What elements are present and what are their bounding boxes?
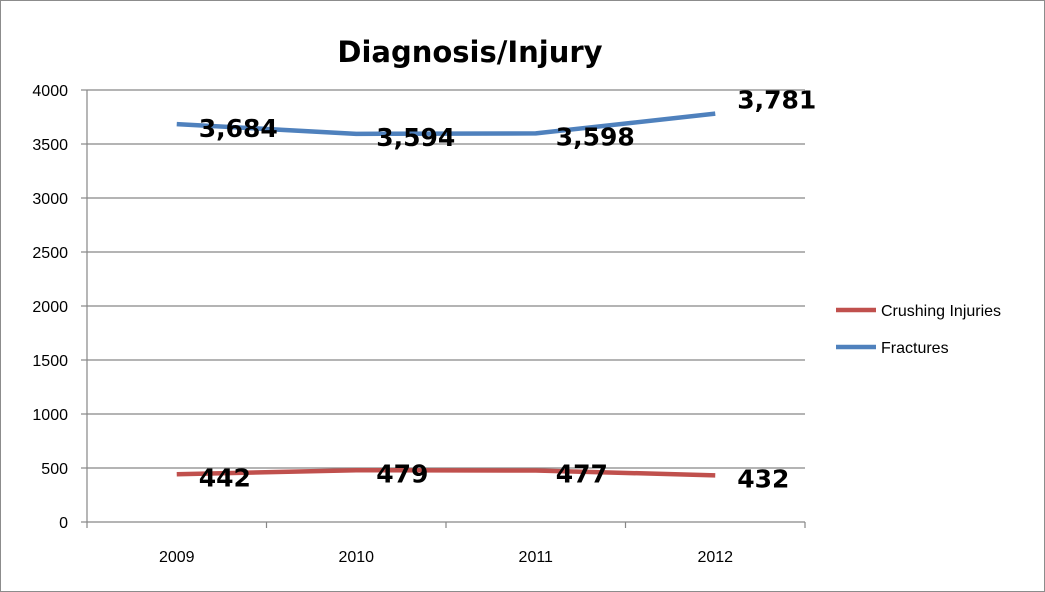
data-label: 479 xyxy=(376,459,428,488)
y-tick-label: 2500 xyxy=(32,245,68,262)
data-label: 3,594 xyxy=(376,123,455,152)
x-tick-label: 2011 xyxy=(519,549,554,566)
data-label: 3,684 xyxy=(199,114,278,143)
y-tick-label: 2000 xyxy=(32,299,68,316)
y-tick-label: 1500 xyxy=(32,353,68,370)
y-tick-label: 3500 xyxy=(32,137,68,154)
x-tick-label: 2012 xyxy=(697,549,733,566)
y-tick-label: 1000 xyxy=(32,407,68,424)
series-lines xyxy=(176,111,716,478)
x-tick-label: 2009 xyxy=(159,549,195,566)
data-label: 442 xyxy=(199,463,251,492)
data-label: 3,598 xyxy=(556,122,635,151)
y-tick-label: 3000 xyxy=(32,191,68,208)
y-axis-ticks: 0 500 1000 1500 2000 2500 3000 3500 4000 xyxy=(32,83,87,532)
gridlines xyxy=(87,89,805,469)
data-labels: 442 479 477 432 3,684 3,594 3,598 3,781 xyxy=(199,86,817,494)
y-tick-label: 500 xyxy=(41,461,68,478)
data-label: 3,781 xyxy=(737,86,816,115)
x-tick-label: 2010 xyxy=(338,549,374,566)
series-line-crushing-injuries xyxy=(176,468,716,478)
data-label: 432 xyxy=(737,464,789,493)
data-label: 477 xyxy=(556,459,608,488)
y-tick-label: 0 xyxy=(59,515,68,532)
legend-label: Fractures xyxy=(881,340,949,357)
legend-label: Crushing Injuries xyxy=(881,303,1001,320)
chart-title: Diagnosis/Injury xyxy=(337,35,602,69)
series-line-fractures xyxy=(176,111,716,137)
y-tick-label: 4000 xyxy=(32,83,68,100)
legend: Crushing Injuries Fractures xyxy=(836,303,1001,357)
x-axis-ticks: 2009 2010 2011 2012 xyxy=(86,522,806,566)
